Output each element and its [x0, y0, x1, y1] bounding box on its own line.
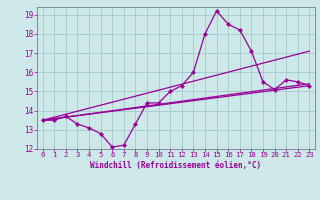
X-axis label: Windchill (Refroidissement éolien,°C): Windchill (Refroidissement éolien,°C)	[91, 161, 261, 170]
